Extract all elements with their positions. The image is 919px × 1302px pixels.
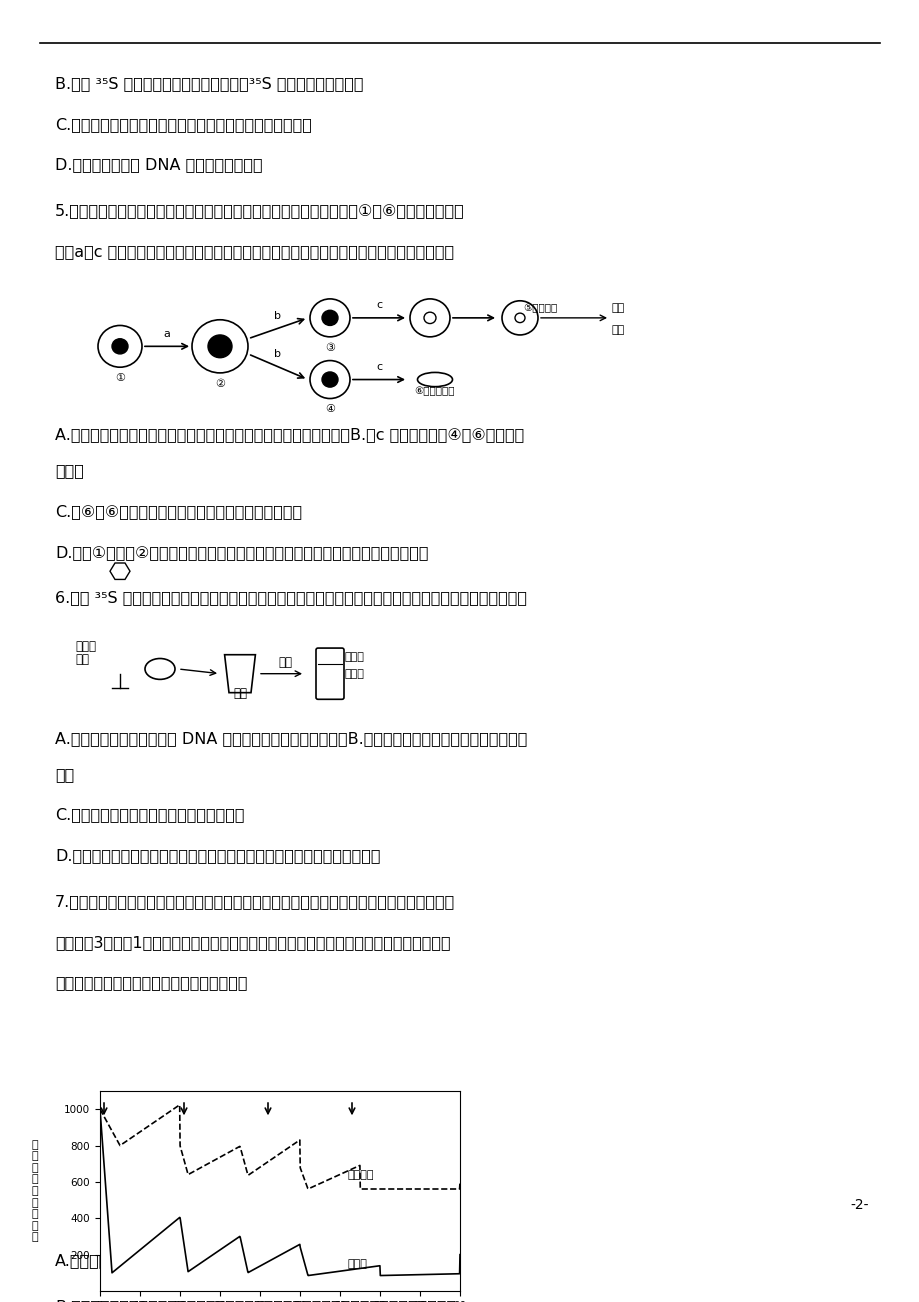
Text: 死亡: 死亡 xyxy=(611,326,625,336)
正常细胞 xyxy=(188,1164,199,1180)
Text: C.　⑥与⑥的遗传物质相同，而细胞内的蛋白质也相同: C. ⑥与⑥的遗传物质相同，而细胞内的蛋白质也相同 xyxy=(55,504,301,518)
Text: 噬菌体: 噬菌体 xyxy=(75,641,96,654)
Circle shape xyxy=(322,372,337,387)
Text: C.　若搔拌不充分，则沉淠物中放射性增强: C. 若搔拌不充分，则沉淠物中放射性增强 xyxy=(55,807,244,823)
癌细胞 xyxy=(188,1260,199,1276)
癌细胞 xyxy=(133,1242,144,1258)
Text: 过程，每3周给药1次（图中箭头所示），图中记录了化疗过程中正常细胞和癌细胞的数量变: 过程，每3周给药1次（图中箭头所示），图中记录了化疗过程中正常细胞和癌细胞的数量… xyxy=(55,935,450,949)
Text: 单
位
体
积
的
细
胞
数
量: 单 位 体 积 的 细 胞 数 量 xyxy=(31,1139,39,1242)
Text: 6.　用 ³⁵S 标记的噬菌体侵染未被标记的细菌，经如图所示处理。下列叙述正确的是（　　　　　　　　）: 6. 用 ³⁵S 标记的噬菌体侵染未被标记的细菌，经如图所示处理。下列叙述正确的… xyxy=(55,590,527,605)
Text: ⑥骨骼肌细胞: ⑥骨骼肌细胞 xyxy=(414,387,455,397)
癌细胞 xyxy=(350,1262,361,1277)
Text: 化。以下说法错误的是（　　　　　　　　）: 化。以下说法错误的是（ ） xyxy=(55,975,247,991)
Text: ②: ② xyxy=(215,379,225,388)
Circle shape xyxy=(208,335,232,358)
癌细胞 xyxy=(365,1259,376,1275)
Text: -2-: -2- xyxy=(850,1198,868,1212)
癌细胞 xyxy=(95,1101,106,1117)
Text: A.　癌细胞最可能发生于高频率分裂的组织（如器官的上皮组织）: A. 癌细胞最可能发生于高频率分裂的组织（如器官的上皮组织） xyxy=(55,1254,340,1268)
Text: c: c xyxy=(376,362,381,372)
Text: 5.　下图为人体某个细胞所经历的生长发育的各个阶段的示意图，图中①～⑥为各个时期的细: 5. 下图为人体某个细胞所经历的生长发育的各个阶段的示意图，图中①～⑥为各个时期… xyxy=(55,203,464,217)
Text: A.　搔拌和离心的目的是把 DNA 和蛋白质分离　　　　　　　B.　若保温时间过长，则沉淠物中放射性: A. 搔拌和离心的目的是把 DNA 和蛋白质分离 B. 若保温时间过长，则沉淠物… xyxy=(55,730,527,746)
Text: ④: ④ xyxy=(324,404,335,414)
Text: ①: ① xyxy=(115,372,125,383)
正常细胞 xyxy=(405,1181,416,1197)
正常细胞 xyxy=(248,1164,259,1180)
Text: a: a xyxy=(164,328,170,339)
Circle shape xyxy=(112,339,128,354)
Text: 胞，a～c 表示细胞所进行的生理过程。据图分析，下列叙述正确的是（　　　　　　　　）: 胞，a～c 表示细胞所进行的生理过程。据图分析，下列叙述正确的是（ ） xyxy=(55,243,454,259)
Text: B.　用 ³⁵S 标记噬菌体，侵染、离心后，³⁵S 主要存在于沉淠物中: B. 用 ³⁵S 标记噬菌体，侵染、离心后，³⁵S 主要存在于沉淠物中 xyxy=(55,76,363,91)
正常细胞 xyxy=(95,1101,106,1117)
正常细胞 xyxy=(454,1174,465,1190)
Text: 细菌: 细菌 xyxy=(75,652,89,665)
正常细胞 xyxy=(133,1125,144,1141)
Text: C.　合成子代噬菌体的蛋白质所需原料和能量均由细菌提供: C. 合成子代噬菌体的蛋白质所需原料和能量均由细菌提供 xyxy=(55,117,312,132)
Text: B.　癌细胞与正常细胞相比不受密度制约因素的限制而不断分裂和生长，无正常细胞的接触抑: B. 癌细胞与正常细胞相比不受密度制约因素的限制而不断分裂和生长，无正常细胞的接… xyxy=(55,1299,456,1302)
Text: 衰老: 衰老 xyxy=(611,303,625,312)
Text: 癌细胞: 癌细胞 xyxy=(347,1259,368,1269)
Text: D.　该实验证明了 DNA 是主要的遗传物质: D. 该实验证明了 DNA 是主要的遗传物质 xyxy=(55,158,262,172)
Text: b: b xyxy=(274,349,281,359)
癌细胞 xyxy=(374,1268,385,1284)
Text: 增强: 增强 xyxy=(55,767,74,781)
正常细胞 xyxy=(351,1159,362,1174)
Line: 癌细胞: 癌细胞 xyxy=(100,1109,460,1276)
Text: 离心: 离心 xyxy=(278,656,291,669)
正常细胞 xyxy=(355,1181,366,1197)
Text: 沉淀物: 沉淀物 xyxy=(345,669,365,678)
Text: ③: ③ xyxy=(324,342,335,353)
Text: D.　与细菌转化实验相同，都是根据遗传物质具有控制性状的特性而设计的: D. 与细菌转化实验相同，都是根据遗传物质具有控制性状的特性而设计的 xyxy=(55,849,380,863)
癌细胞 xyxy=(405,1267,416,1282)
Text: b: b xyxy=(274,311,281,320)
正常细胞 xyxy=(366,1181,377,1197)
Line: 正常细胞: 正常细胞 xyxy=(100,1105,460,1189)
正常细胞 xyxy=(174,1098,185,1113)
Text: D.　与①相比，②的表面积与体积的比値增大，与外界环境进行物质交换的能力增强: D. 与①相比，②的表面积与体积的比値增大，与外界环境进行物质交换的能力增强 xyxy=(55,544,428,560)
Text: A.　细胞的衰老和死亡一定会导致人体的衰老和死亡　　　　　　　B.　c 为细胞分化，④和⑥的遗传物: A. 细胞的衰老和死亡一定会导致人体的衰老和死亡 B. c 为细胞分化，④和⑥的… xyxy=(55,427,524,441)
Text: ⑤上皮细胞: ⑤上皮细胞 xyxy=(522,303,557,312)
癌细胞 xyxy=(454,1247,465,1263)
Text: 上清液: 上清液 xyxy=(345,651,365,661)
Circle shape xyxy=(322,310,337,326)
Text: 搅拌: 搅拌 xyxy=(233,687,246,700)
Text: 质相同: 质相同 xyxy=(55,464,84,478)
癌细胞 xyxy=(248,1262,259,1277)
Text: 7.　化疗是控制癌细胞生长的方法之一，药物可以杀死癌细胞，下图给出的是一个典型的化疗: 7. 化疗是控制癌细胞生长的方法之一，药物可以杀死癌细胞，下图给出的是一个典型的… xyxy=(55,893,455,909)
Text: c: c xyxy=(376,301,381,310)
Text: 正常细胞: 正常细胞 xyxy=(347,1170,374,1181)
